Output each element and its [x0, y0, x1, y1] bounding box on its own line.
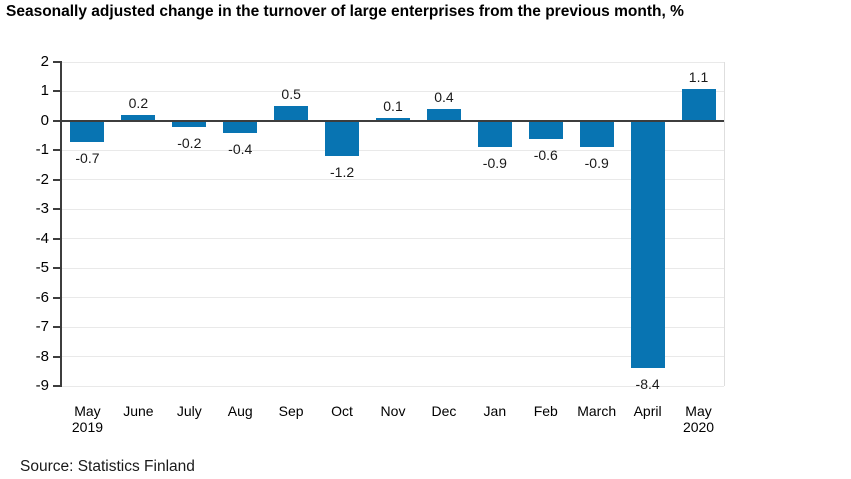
y-tick-label: -6: [35, 288, 49, 306]
bar: [681, 88, 716, 120]
bar-value-label: 0.4: [434, 89, 454, 106]
y-tick-label: -9: [35, 377, 49, 394]
y-tick: [53, 296, 62, 299]
y-tick-label: 0: [40, 111, 49, 129]
x-tick-label: Feb: [533, 403, 558, 419]
x-tick-label: May 2020: [682, 403, 715, 435]
bar-value-label: 0.5: [281, 86, 301, 103]
bar-value-label: -0.2: [177, 134, 202, 151]
y-tick: [53, 208, 62, 211]
bar-value-label: -0.6: [533, 146, 558, 163]
y-tick-label: 1: [40, 82, 49, 100]
y-gridline: [62, 90, 724, 92]
bar: [223, 121, 258, 133]
bar: [121, 115, 156, 120]
bar: [70, 121, 105, 142]
y-gridline: [62, 326, 724, 328]
y-tick: [53, 355, 62, 358]
bar-value-label: -0.7: [75, 149, 100, 166]
zero-line: [62, 119, 724, 122]
x-tick-label: Jan: [483, 403, 507, 419]
bar: [325, 121, 360, 157]
bar: [376, 117, 410, 120]
y-tick: [53, 385, 62, 387]
bar: [630, 121, 665, 369]
y-tick-label: -2: [35, 170, 49, 188]
x-tick-label: May 2019: [71, 403, 104, 435]
y-tick-label: -4: [35, 229, 49, 247]
y-tick: [53, 237, 62, 240]
bar-value-label: -0.9: [482, 155, 507, 172]
x-tick-label: Oct: [331, 403, 353, 419]
y-tick: [53, 61, 62, 63]
x-tick-label: April: [633, 403, 662, 419]
y-gridline: [62, 208, 724, 210]
bar-value-label: -0.9: [584, 155, 609, 172]
y-tick-label: -3: [35, 200, 49, 218]
bar-value-label: -1.2: [330, 164, 355, 181]
bar: [274, 106, 309, 120]
x-tick-label: Aug: [227, 403, 253, 419]
x-tick-label: Sep: [278, 403, 304, 419]
bar: [172, 121, 207, 127]
x-tick-label: Dec: [431, 403, 457, 419]
bar-value-label: 0.1: [383, 97, 403, 114]
bar: [528, 121, 563, 139]
chart-title: Seasonally adjusted change in the turnov…: [6, 3, 684, 20]
y-gridline: [62, 238, 724, 240]
plot-right-border: [724, 62, 725, 386]
y-gridline: [62, 297, 724, 299]
y-gridline: [62, 61, 724, 63]
bar: [477, 121, 512, 148]
bar-value-label: -8.4: [635, 376, 660, 393]
y-gridline: [62, 267, 724, 269]
y-axis-line: [60, 62, 62, 387]
y-gridline: [62, 356, 724, 358]
y-tick: [53, 149, 62, 152]
bar-value-label: 0.2: [128, 95, 149, 112]
y-tick-label: -5: [35, 259, 49, 277]
y-tick: [53, 326, 62, 329]
x-tick-label: March: [577, 403, 617, 419]
y-gridline: [62, 149, 724, 151]
y-tick: [53, 178, 62, 181]
bar-value-label: 1.1: [688, 68, 709, 85]
bar: [426, 109, 461, 120]
y-tick: [53, 267, 62, 270]
x-tick-label: July: [176, 403, 202, 419]
source-note: Source: Statistics Finland: [20, 458, 195, 475]
y-tick-label: -7: [35, 318, 49, 336]
y-tick-label: -8: [35, 347, 49, 365]
bar: [579, 121, 614, 148]
x-tick-label: Nov: [380, 403, 406, 419]
y-tick-label: -1: [35, 141, 49, 159]
bar-value-label: -0.4: [228, 140, 253, 157]
y-tick: [53, 90, 62, 93]
y-gridline: [62, 385, 724, 387]
y-tick: [53, 119, 62, 122]
y-gridline: [62, 179, 724, 181]
y-tick-label: 2: [40, 53, 49, 70]
x-tick-label: June: [123, 403, 154, 419]
